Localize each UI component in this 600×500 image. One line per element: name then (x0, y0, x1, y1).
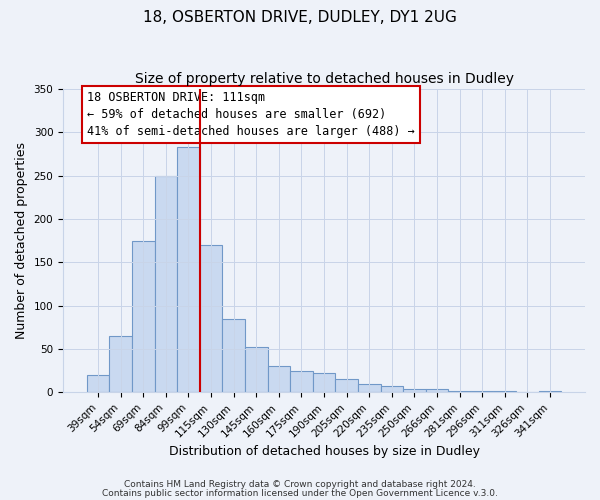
Bar (268, 366, 290, 392)
Text: Contains HM Land Registry data © Crown copyright and database right 2024.: Contains HM Land Registry data © Crown c… (124, 480, 476, 489)
Title: Size of property relative to detached houses in Dudley: Size of property relative to detached ho… (134, 72, 514, 86)
Bar (313, 374, 335, 392)
Bar (109, 336, 132, 392)
Bar (223, 318, 245, 392)
Bar (380, 386, 403, 392)
Text: Contains public sector information licensed under the Open Government Licence v.: Contains public sector information licen… (102, 490, 498, 498)
Bar (358, 384, 380, 392)
Bar (335, 380, 358, 392)
Text: 18, OSBERTON DRIVE, DUDLEY, DY1 2UG: 18, OSBERTON DRIVE, DUDLEY, DY1 2UG (143, 10, 457, 25)
Bar (403, 389, 425, 392)
Text: 18 OSBERTON DRIVE: 111sqm
← 59% of detached houses are smaller (692)
41% of semi: 18 OSBERTON DRIVE: 111sqm ← 59% of detac… (87, 91, 415, 138)
Bar (539, 390, 561, 392)
Bar (200, 245, 223, 392)
Bar (87, 375, 109, 392)
Bar (425, 389, 448, 392)
Bar (290, 370, 313, 392)
Y-axis label: Number of detached properties: Number of detached properties (15, 142, 28, 339)
Bar (245, 348, 268, 393)
X-axis label: Distribution of detached houses by size in Dudley: Distribution of detached houses by size … (169, 444, 479, 458)
Bar (132, 240, 155, 392)
Bar (177, 147, 200, 392)
Bar (155, 176, 177, 392)
